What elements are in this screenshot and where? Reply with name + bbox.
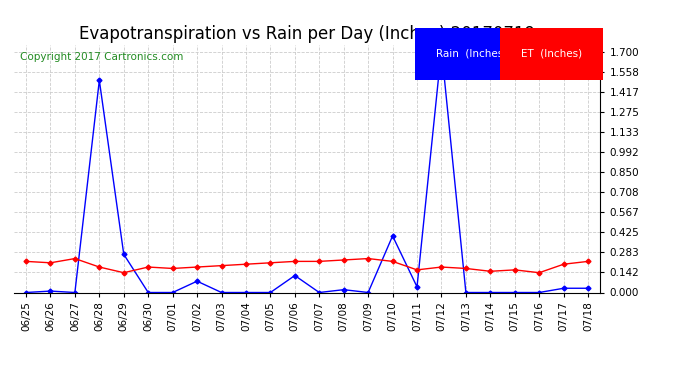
Title: Evapotranspiration vs Rain per Day (Inches) 20170719: Evapotranspiration vs Rain per Day (Inch… [79,26,535,44]
Text: Rain  (Inches): Rain (Inches) [436,49,507,59]
Text: Copyright 2017 Cartronics.com: Copyright 2017 Cartronics.com [19,53,183,62]
Text: ET  (Inches): ET (Inches) [521,49,582,59]
